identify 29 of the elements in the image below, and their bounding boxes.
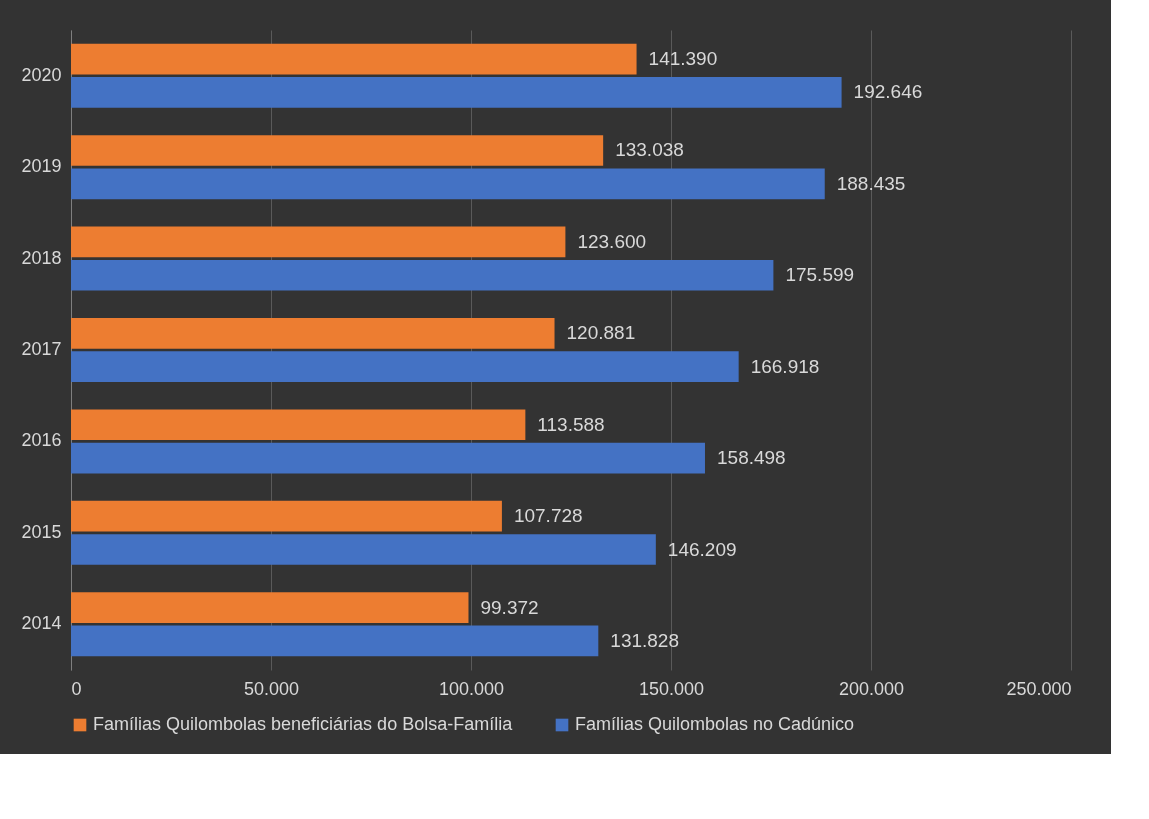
data-label: 99.372 (480, 596, 539, 618)
x-tick-label: 50.000 (243, 678, 300, 699)
y-tick-label: 2015 (21, 521, 62, 542)
x-tick-label: 250.000 (1006, 678, 1072, 699)
data-label: 123.600 (577, 230, 647, 252)
data-label: 113.588 (537, 413, 605, 435)
legend-label: Famílias Quilombolas no Cadúnico (575, 714, 855, 734)
data-label: 188.435 (836, 172, 906, 194)
data-label: 131.828 (610, 629, 679, 651)
data-label: 146.209 (667, 538, 737, 560)
data-label: 175.599 (785, 264, 855, 286)
y-tick-label: 2018 (21, 247, 62, 268)
x-tick-label: 150.000 (638, 678, 705, 699)
y-tick-label: 2017 (21, 339, 62, 359)
y-tick-label: 2016 (21, 430, 62, 451)
legend-label: Famílias Quilombolas beneficiárias do Bolsa-Família (93, 714, 514, 734)
x-tick-label: 200.000 (838, 678, 905, 699)
data-label: 158.498 (716, 447, 786, 469)
x-tick-label: 0 (71, 678, 82, 699)
data-label: 192.646 (853, 81, 923, 103)
data-label: 141.390 (648, 48, 718, 70)
data-label: 107.728 (513, 505, 583, 527)
x-tick-label: 100.000 (438, 678, 505, 699)
data-label: 133.038 (615, 139, 684, 161)
data-label: 166.918 (750, 355, 820, 377)
y-tick-label: 2014 (21, 613, 62, 634)
y-tick-label: 2019 (21, 156, 62, 177)
data-label: 120.881 (566, 322, 636, 344)
y-tick-label: 2020 (21, 64, 62, 85)
